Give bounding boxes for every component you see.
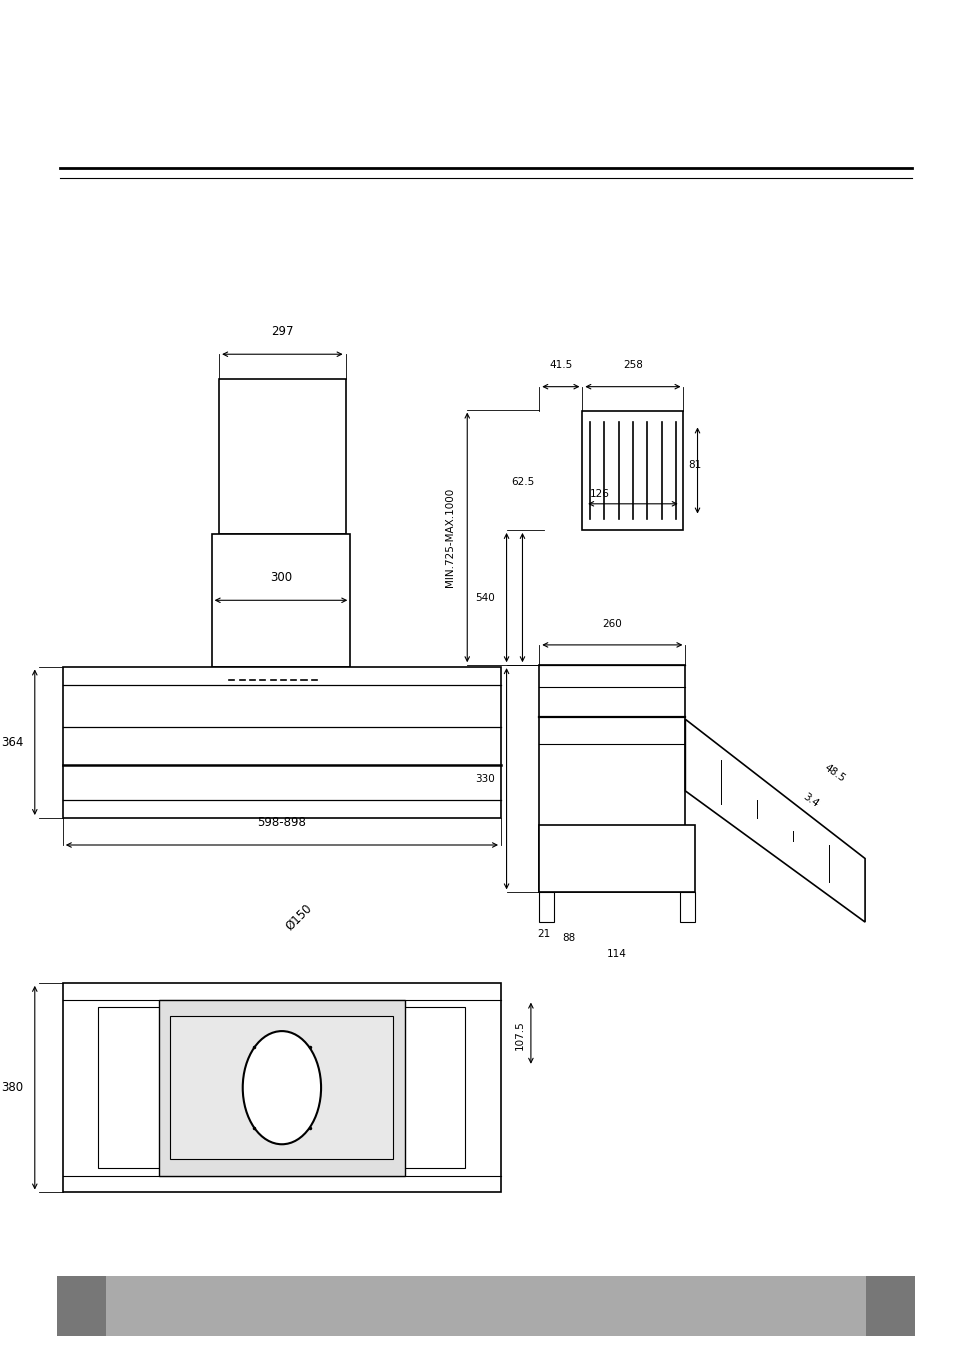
Text: Ø150: Ø150 — [283, 902, 314, 933]
Text: 126: 126 — [589, 489, 609, 499]
Bar — [386, 1007, 465, 1168]
Text: 598-898: 598-898 — [257, 815, 306, 829]
Text: 260: 260 — [602, 619, 621, 629]
Text: 48.5: 48.5 — [821, 763, 846, 784]
Text: 364: 364 — [1, 735, 24, 749]
Polygon shape — [684, 719, 864, 922]
Bar — [538, 892, 554, 922]
Text: 540: 540 — [476, 592, 495, 603]
Text: 62.5: 62.5 — [511, 477, 534, 487]
Bar — [57, 1276, 914, 1336]
Bar — [219, 379, 345, 534]
Text: 300: 300 — [270, 571, 292, 584]
Bar — [581, 411, 682, 530]
Bar — [538, 665, 684, 892]
Bar — [63, 983, 500, 1192]
Text: 88: 88 — [561, 933, 575, 942]
Circle shape — [242, 1032, 321, 1144]
Text: 297: 297 — [271, 324, 294, 338]
Bar — [538, 825, 694, 892]
Bar — [98, 1007, 177, 1168]
Text: 380: 380 — [1, 1082, 24, 1094]
Bar — [865, 1276, 914, 1336]
Text: 41.5: 41.5 — [549, 361, 572, 370]
Bar — [679, 892, 694, 922]
Text: 107.5: 107.5 — [515, 1021, 524, 1051]
Text: MIN.725-MAX.1000: MIN.725-MAX.1000 — [445, 488, 455, 587]
Text: 258: 258 — [622, 361, 642, 370]
Bar — [212, 534, 350, 667]
Text: 81: 81 — [687, 460, 700, 469]
Bar — [171, 1015, 393, 1160]
Text: 3.4: 3.4 — [801, 791, 820, 810]
Text: 114: 114 — [606, 949, 626, 959]
Bar — [57, 1276, 106, 1336]
Bar — [159, 999, 404, 1176]
Text: 21: 21 — [537, 929, 550, 938]
Text: 330: 330 — [476, 773, 495, 784]
Bar — [63, 667, 500, 818]
